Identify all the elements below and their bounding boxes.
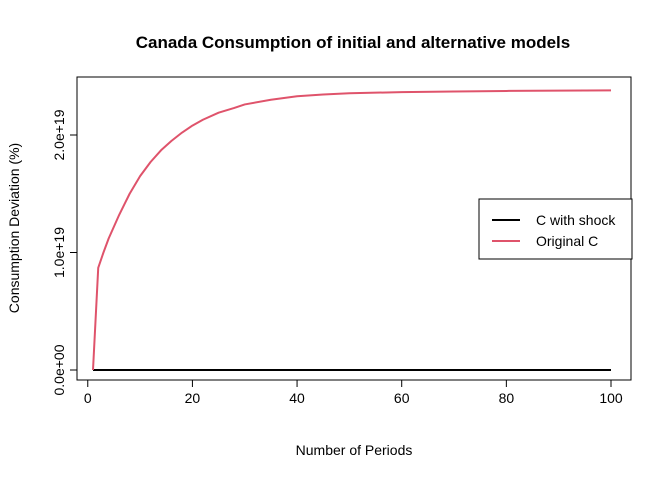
legend-box — [478, 198, 633, 260]
y-tick-label: 0.0e+00 — [51, 344, 67, 395]
legend-label: C with shock — [536, 212, 616, 228]
legend: C with shock Original C — [478, 198, 633, 260]
y-axis-label: Consumption Deviation (%) — [6, 143, 22, 313]
x-tick-label: 0 — [84, 390, 92, 406]
y-tick-label: 1.0e+19 — [51, 227, 67, 278]
x-axis-label: Number of Periods — [296, 442, 413, 458]
x-tick-label: 60 — [394, 390, 410, 406]
series-layer — [92, 89, 612, 371]
x-tick-label: 40 — [289, 390, 305, 406]
y-tick-label: 2.0e+19 — [51, 109, 67, 160]
x-axis: 0 20 40 60 80 100 — [84, 379, 623, 406]
x-tick-label: 80 — [499, 390, 515, 406]
x-tick-label: 20 — [185, 390, 201, 406]
x-tick-label: 100 — [599, 390, 623, 406]
y-axis: 0.0e+00 1.0e+19 2.0e+19 — [51, 109, 78, 396]
legend-label: Original C — [536, 233, 598, 249]
series-line-original-c — [92, 89, 612, 371]
chart-title: Canada Consumption of initial and altern… — [136, 33, 571, 52]
